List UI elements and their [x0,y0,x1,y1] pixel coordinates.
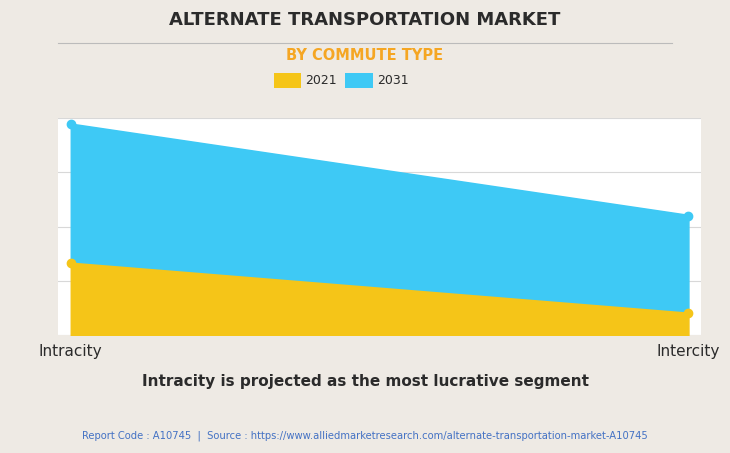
Text: Report Code : A10745  |  Source : https://www.alliedmarketresearch.com/alternate: Report Code : A10745 | Source : https://… [82,430,648,441]
Text: ALTERNATE TRANSPORTATION MARKET: ALTERNATE TRANSPORTATION MARKET [169,11,561,29]
Text: Intracity is projected as the most lucrative segment: Intracity is projected as the most lucra… [142,374,588,389]
Text: 2031: 2031 [377,74,408,87]
Text: 2021: 2021 [305,74,337,87]
Text: BY COMMUTE TYPE: BY COMMUTE TYPE [286,48,444,63]
